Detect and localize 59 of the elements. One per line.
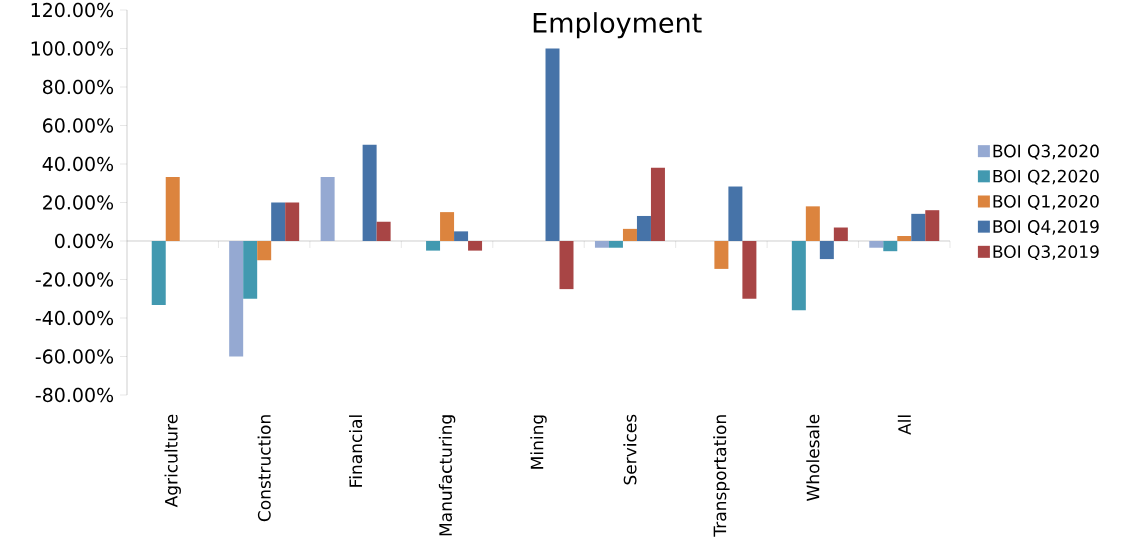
y-tick-label: 60.00% [43, 118, 114, 133]
bar [742, 240, 757, 299]
bar [883, 240, 898, 252]
y-tick-label: 20.00% [43, 195, 114, 210]
x-tick-label: Services [623, 414, 637, 485]
bar [805, 206, 820, 241]
bar [714, 240, 729, 269]
bar [165, 176, 180, 241]
x-tick-label: Construction [257, 415, 271, 522]
bar [440, 212, 455, 241]
x-tick-label: Mining [530, 415, 547, 469]
bar [622, 228, 637, 241]
y-tick-label: 80.00% [42, 79, 114, 95]
bar [229, 240, 244, 357]
legend-label: BOI Q3,2020 [993, 144, 1099, 160]
bar [362, 144, 377, 241]
bar [728, 186, 743, 241]
bar [608, 240, 623, 248]
bar [454, 231, 469, 241]
y-tick-label: 100.00% [31, 41, 114, 56]
legend-label: BOI Q3,2019 [993, 245, 1099, 261]
y-tick-label: 40.00% [42, 156, 114, 172]
bar [650, 167, 665, 241]
bar [819, 240, 834, 260]
y-tick-label: -40.00% [35, 310, 114, 326]
bar [869, 240, 884, 248]
bar [911, 213, 926, 241]
y-tick-label: -80.00% [35, 387, 114, 403]
bar [285, 202, 300, 241]
bar [897, 235, 912, 241]
bar [594, 240, 609, 248]
bar [468, 240, 483, 251]
bar [636, 215, 651, 241]
bar [426, 240, 441, 251]
x-tick-label: Wholesale [806, 414, 820, 501]
x-tick-label: Financial [349, 415, 363, 487]
bar [791, 240, 806, 311]
bar [376, 221, 391, 241]
y-tick-label: 0.00% [55, 233, 114, 249]
bar [243, 240, 258, 299]
y-tick-label: -60.00% [35, 349, 114, 364]
bar [925, 210, 940, 241]
chart-title: Employment [533, 12, 702, 39]
x-tick-label: All [897, 415, 911, 435]
bar [545, 48, 560, 241]
bar [833, 227, 848, 241]
x-tick-label: Manufacturing [438, 415, 456, 536]
bar [257, 240, 272, 261]
bar [559, 240, 574, 290]
legend-label: BOI Q1,2020 [993, 194, 1099, 210]
y-tick-label: 120.00% [31, 2, 114, 18]
legend-label: BOI Q2,2020 [993, 169, 1099, 185]
bar [151, 240, 166, 306]
x-tick-label: Agriculture [164, 414, 181, 508]
x-tick-label: Transportation [713, 415, 730, 537]
legend-label: BOI Q4,2019 [993, 220, 1099, 235]
bar [320, 176, 335, 241]
y-tick-label: -20.00% [35, 272, 114, 287]
bar [271, 202, 286, 241]
